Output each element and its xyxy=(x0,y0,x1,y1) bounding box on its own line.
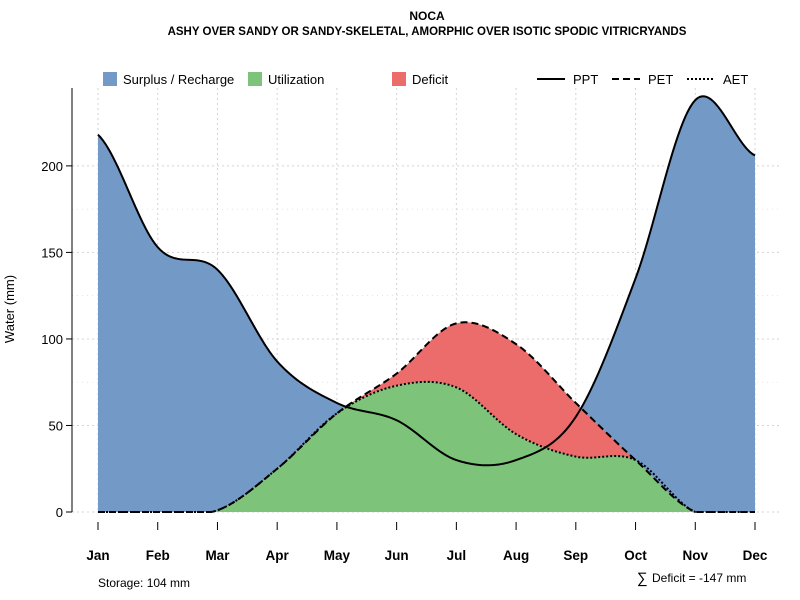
y-tick-label-0: 0 xyxy=(56,505,63,520)
x-tick-label-Jun: Jun xyxy=(385,548,409,563)
chart-title: NOCA xyxy=(409,9,445,23)
x-tick-label-Apr: Apr xyxy=(266,548,290,563)
utilization-area xyxy=(98,381,755,512)
x-tick-label-Mar: Mar xyxy=(205,548,230,563)
x-tick-label-Aug: Aug xyxy=(503,548,529,563)
recharge-area xyxy=(98,96,755,513)
axes: 0 50 100 150 200 Jan Feb Mar Apr May Jun Jul Aug Sep O… xyxy=(41,88,768,563)
x-tick-label-Nov: Nov xyxy=(683,548,709,563)
legend-swatch-0 xyxy=(103,72,117,86)
series-lines xyxy=(97,95,756,513)
storage-annotation: Storage: 104 mm xyxy=(98,576,190,590)
aet-line xyxy=(98,380,755,513)
x-tick-label-Oct: Oct xyxy=(624,548,647,563)
ppt-line xyxy=(97,95,756,467)
y-tick-label-100: 100 xyxy=(41,332,63,347)
legend-swatch-2 xyxy=(392,72,406,86)
legend-line-label-aet: AET xyxy=(723,72,748,87)
x-tick-label-Jul: Jul xyxy=(447,548,467,563)
legend-line-label-ppt: PPT xyxy=(573,72,598,87)
chart-subtitle: ASHY OVER SANDY OR SANDY-SKELETAL, AMORP… xyxy=(168,26,687,38)
x-tick-label-May: May xyxy=(324,548,351,563)
y-tick-label-50: 50 xyxy=(49,418,63,433)
x-tick-label-Jan: Jan xyxy=(86,548,109,563)
x-tick-label-Feb: Feb xyxy=(146,548,170,563)
legend-label-1: Utilization xyxy=(268,72,324,87)
legend-line-label-pet: PET xyxy=(648,72,673,87)
legend: Surplus / Recharge Utilization Deficit PPT P… xyxy=(103,72,748,87)
legend-label-2: Deficit xyxy=(412,72,449,87)
deficit-area xyxy=(98,322,755,512)
area-fills xyxy=(98,96,755,513)
pet-line xyxy=(98,321,755,513)
y-tick-label-150: 150 xyxy=(41,245,63,260)
deficit-sum-symbol: ∑ xyxy=(637,570,648,587)
x-tick-label-Dec: Dec xyxy=(743,548,768,563)
y-tick-label-200: 200 xyxy=(41,159,63,174)
deficit-annotation: Deficit = -147 mm xyxy=(652,571,746,585)
legend-swatch-1 xyxy=(248,72,262,86)
y-axis-label: Water (mm) xyxy=(2,275,17,343)
x-tick-label-Sep: Sep xyxy=(563,548,588,563)
legend-label-0: Surplus / Recharge xyxy=(123,72,234,87)
